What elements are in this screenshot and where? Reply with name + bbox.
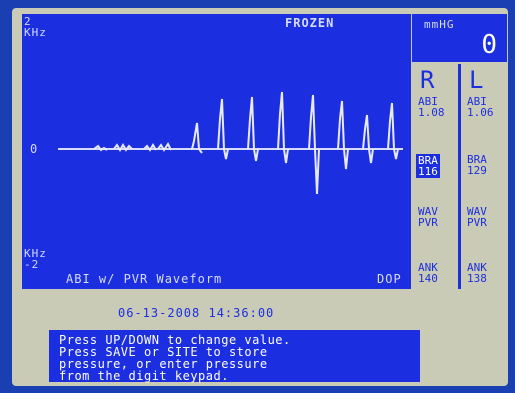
- instruction-message: Press UP/DOWN to change value. Press SAV…: [49, 330, 420, 382]
- left-abi[interactable]: ABI 1.06: [467, 95, 494, 119]
- waveform-caption: ABI w/ PVR Waveform: [66, 272, 223, 286]
- left-bra[interactable]: BRA 129: [467, 153, 487, 177]
- right-bra[interactable]: BRA 116: [416, 154, 440, 178]
- left-ank[interactable]: ANK 138: [467, 261, 487, 285]
- waveform-plot: FROZEN 2 KHz 0 KHz -2 ABI w/ PVR Waveform …: [22, 14, 411, 289]
- message-line: from the digit keypad.: [59, 369, 229, 383]
- right-wav[interactable]: WAV PVR: [418, 205, 438, 229]
- message-line: Press UP/DOWN to change value.: [59, 333, 291, 347]
- zero-label: 0: [30, 142, 39, 156]
- frozen-status: FROZEN: [285, 16, 335, 30]
- pressure-readout: mmHG 0: [412, 14, 507, 64]
- doppler-waveform: [93, 91, 399, 195]
- top-scale-label: 2 KHz: [24, 15, 47, 39]
- right-heading: R: [420, 66, 435, 94]
- right-side-column: R ABI 1.08 BRA 116 WAV PVR ANK 140: [412, 64, 458, 289]
- left-heading: L: [469, 66, 484, 94]
- right-abi[interactable]: ABI 1.08: [418, 95, 445, 119]
- message-line: pressure, or enter pressure: [59, 357, 268, 371]
- left-wav[interactable]: WAV PVR: [467, 205, 487, 229]
- bottom-scale-label: KHz -2: [24, 247, 47, 271]
- left-side-column: L ABI 1.06 BRA 129 WAV PVR ANK 138: [461, 64, 507, 289]
- mode-label: DOP: [377, 272, 402, 286]
- date-time: 06-13-2008 14:36:00: [118, 306, 275, 320]
- readings-panel: mmHG 0 R ABI 1.08 BRA 116 WAV PVR ANK 140 L …: [412, 14, 507, 289]
- right-ank[interactable]: ANK 140: [418, 261, 438, 285]
- waveform-baseline: [58, 148, 403, 150]
- message-line: Press SAVE or SITE to store: [59, 345, 268, 359]
- pressure-value: 0: [481, 30, 497, 60]
- pressure-unit: mmHG: [424, 18, 455, 31]
